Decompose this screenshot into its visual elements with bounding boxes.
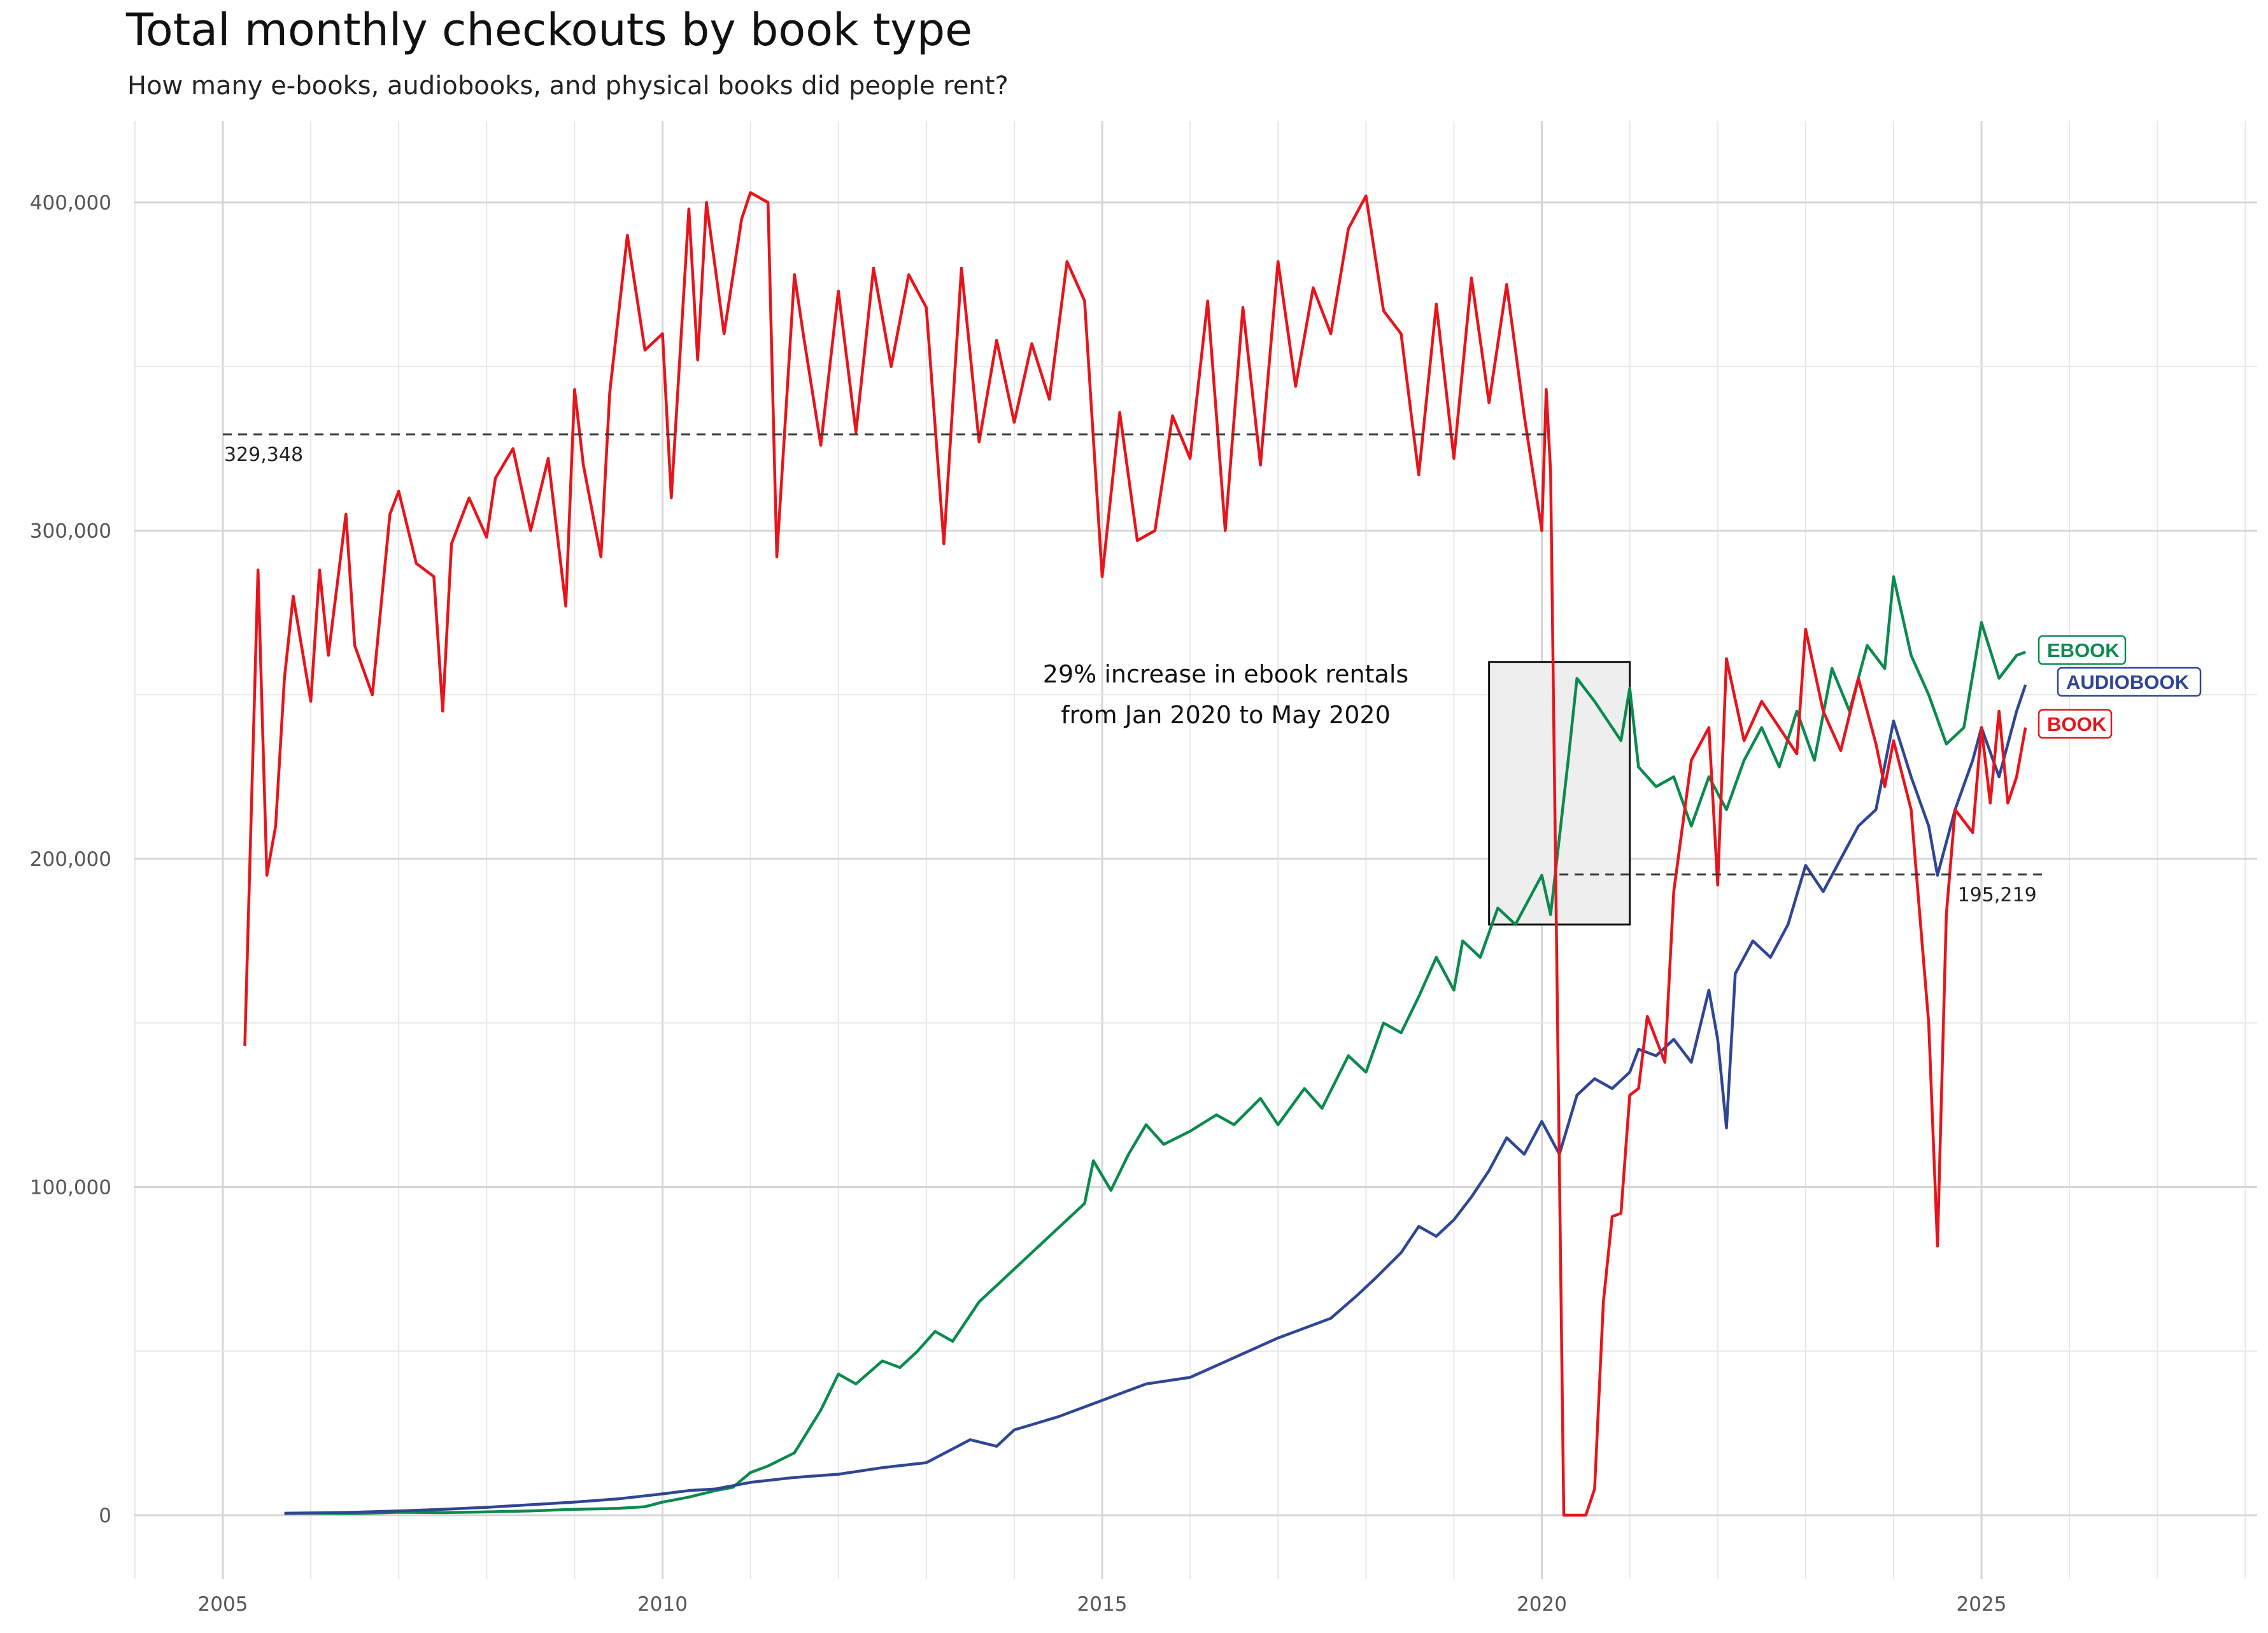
axis-labels: 0 100,000 200,000 300,000 400,000 2005 2010 201…	[30, 192, 2007, 1616]
chart-title: Total monthly checkouts by book type	[126, 4, 973, 56]
x-tick-label: 2025	[1957, 1593, 2007, 1616]
series-labels: EBOOK AUDIOBOOK BOOK	[2038, 635, 2202, 739]
x-tick-label: 2010	[637, 1593, 688, 1616]
y-tick-label: 400,000	[30, 192, 111, 215]
series-layer	[243, 191, 2027, 1517]
annotation-text: from Jan 2020 to May 2020	[1061, 701, 1391, 729]
chart-subtitle: How many e-books, audiobooks, and physic…	[127, 71, 1009, 101]
audiobook-label-box	[2057, 667, 2202, 697]
reference-line-label: 329,348	[224, 444, 303, 466]
book-label-box	[2038, 709, 2113, 739]
y-tick-label: 200,000	[30, 848, 111, 871]
audiobook-line	[284, 684, 2027, 1515]
ebook-label: EBOOK	[2047, 639, 2120, 661]
x-tick-label: 2015	[1077, 1593, 1128, 1616]
y-tick-label: 0	[99, 1504, 111, 1527]
book-label: BOOK	[2047, 713, 2107, 735]
reference-lines: 329,348 195,219	[223, 433, 2043, 907]
audiobook-label: AUDIOBOOK	[2066, 671, 2190, 693]
x-tick-label: 2020	[1517, 1593, 1567, 1616]
reference-line-label: 195,219	[1958, 884, 2037, 907]
y-tick-label: 100,000	[30, 1177, 111, 1199]
ebook-label-box	[2038, 635, 2127, 665]
annotation-layer: 29% increase in ebook rentals from Jan 20…	[1043, 660, 1631, 926]
book-line	[243, 191, 2027, 1517]
highlight-box	[1488, 661, 1631, 926]
annotation-text: 29% increase in ebook rentals	[1043, 660, 1408, 688]
y-tick-label: 300,000	[30, 520, 111, 543]
grid-layer	[134, 121, 2257, 1579]
x-tick-label: 2005	[198, 1593, 248, 1616]
